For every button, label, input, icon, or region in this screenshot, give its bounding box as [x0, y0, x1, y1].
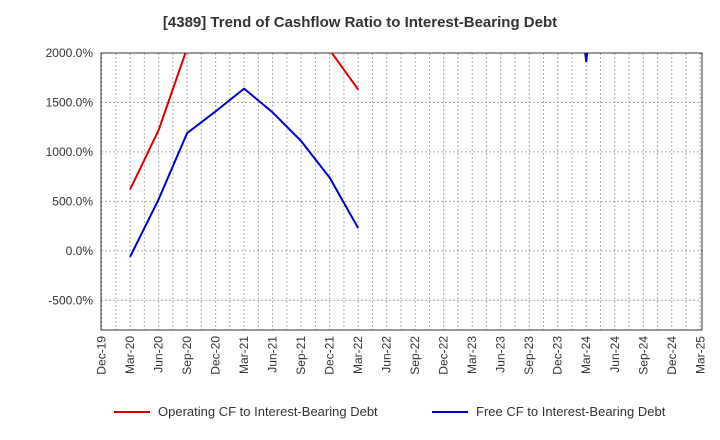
legend-swatch-operating-cf	[114, 410, 150, 413]
x-tick-label: Dec-19	[95, 336, 109, 375]
x-tick-label: Dec-23	[551, 336, 565, 375]
x-tick-label: Jun-24	[608, 336, 622, 373]
x-tick-label: Dec-24	[665, 336, 679, 375]
x-tick-label: Jun-23	[494, 336, 508, 373]
x-tick-label: Dec-21	[323, 336, 337, 375]
legend-swatch-free-cf	[432, 410, 468, 413]
x-tick-label: Mar-24	[579, 336, 593, 374]
x-tick-label: Mar-22	[351, 336, 365, 374]
x-tick-label: Sep-23	[522, 336, 536, 375]
x-tick-label: Jun-20	[152, 336, 166, 373]
series-point-1	[584, 53, 589, 63]
x-tick-label: Mar-20	[123, 336, 137, 374]
x-tick-label: Jun-21	[266, 336, 280, 373]
legend-item-free-cf: Free CF to Interest-Bearing Debt	[432, 404, 665, 419]
series-line-1	[129, 87, 360, 258]
x-tick-label: Sep-21	[294, 336, 308, 375]
y-tick-label: 1500.0%	[46, 95, 94, 109]
plot-background	[101, 53, 702, 330]
y-tick-label: 2000.0%	[46, 46, 94, 60]
x-tick-label: Dec-22	[437, 336, 451, 375]
x-tick-label: Dec-20	[209, 336, 223, 375]
legend-label-free-cf: Free CF to Interest-Bearing Debt	[476, 404, 666, 419]
x-tick-label: Mar-25	[693, 336, 707, 374]
chart-title: [4389] Trend of Cashflow Ratio to Intere…	[162, 14, 558, 31]
legend-label-operating-cf: Operating CF to Interest-Bearing Debt	[158, 404, 378, 419]
x-tick-label: Sep-22	[408, 336, 422, 375]
y-tick-label: 0.0%	[66, 244, 94, 258]
x-tick-label: Sep-20	[180, 336, 194, 375]
series-line-0	[330, 53, 360, 91]
x-tick-label: Sep-24	[636, 336, 650, 375]
series-line-0	[129, 53, 187, 190]
plot-border	[100, 52, 703, 331]
x-tick-label: Jun-22	[380, 336, 394, 373]
x-tick-label: Mar-21	[237, 336, 251, 374]
y-tick-label: -500.0%	[48, 293, 93, 307]
legend-item-operating-cf: Operating CF to Interest-Bearing Debt	[114, 404, 378, 419]
legend: Operating CF to Interest-Bearing Debt Fr…	[0, 404, 720, 424]
x-tick-label: Mar-23	[465, 336, 479, 374]
y-tick-label: 500.0%	[52, 194, 93, 208]
y-tick-label: 1000.0%	[46, 145, 94, 159]
